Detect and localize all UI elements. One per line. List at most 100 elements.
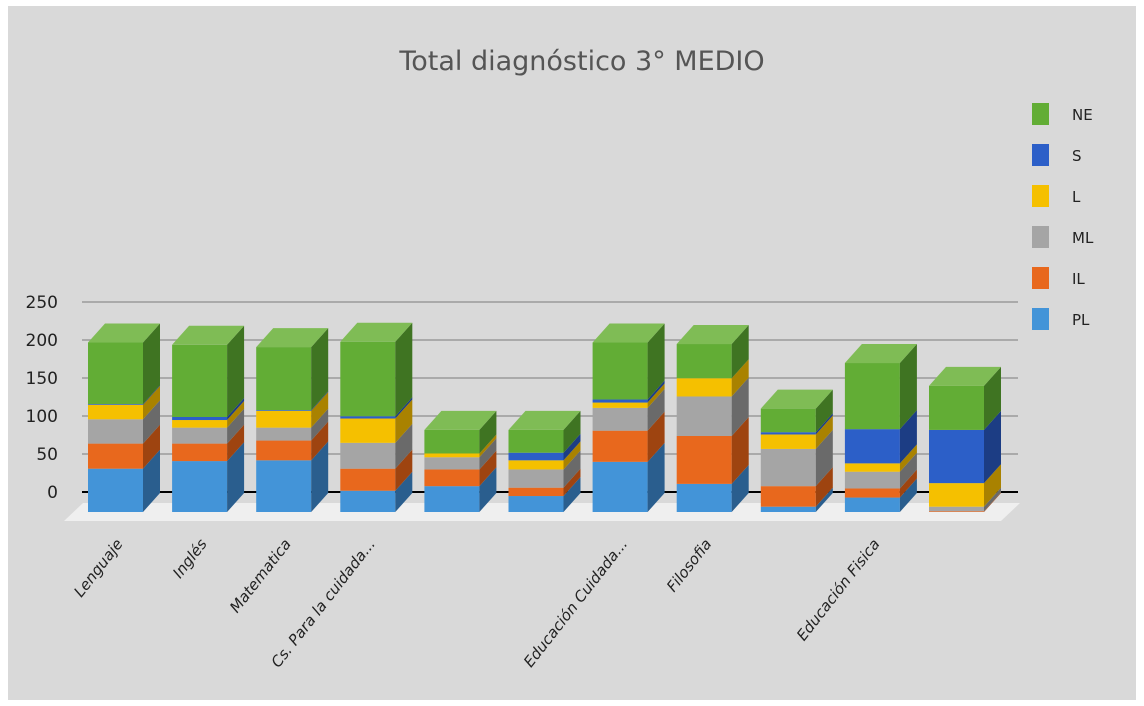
bar-segment[interactable] xyxy=(929,483,984,507)
bar-segment[interactable] xyxy=(592,342,648,400)
bar-top-face xyxy=(844,344,917,364)
bar-segment[interactable] xyxy=(760,408,816,433)
bar-segment[interactable] xyxy=(424,453,480,458)
bar-segment-side xyxy=(143,400,160,444)
bar-top-face xyxy=(592,323,665,343)
bar-segment[interactable] xyxy=(676,436,732,484)
bar-segment[interactable] xyxy=(340,490,396,512)
bar-segment[interactable] xyxy=(256,460,312,512)
bar-segment[interactable] xyxy=(172,417,228,421)
bar-top-face xyxy=(256,328,329,348)
y-tick-label: 100 xyxy=(26,407,58,427)
bar-segment[interactable] xyxy=(760,434,816,449)
bar-segment[interactable] xyxy=(760,486,816,507)
bar-segment[interactable] xyxy=(256,410,312,428)
bar-segment[interactable] xyxy=(760,506,816,512)
bar-segment-side xyxy=(395,423,413,469)
bar-segment[interactable] xyxy=(929,385,984,430)
bar-segment-side xyxy=(899,469,917,498)
bar-segment[interactable] xyxy=(88,419,143,444)
bar-segment[interactable] xyxy=(256,440,312,461)
bar-segment[interactable] xyxy=(172,344,228,417)
bar-segment-side xyxy=(395,397,413,419)
bar-segment[interactable] xyxy=(592,402,648,408)
bar-segment[interactable] xyxy=(929,511,984,512)
bar-segment-side xyxy=(899,452,917,489)
bar-segment[interactable] xyxy=(256,427,312,441)
bar-segment-side xyxy=(899,344,917,430)
bar-segment[interactable] xyxy=(592,430,648,462)
bar-segment[interactable] xyxy=(929,429,984,484)
bar-segment[interactable] xyxy=(592,461,648,512)
bar-segment-side xyxy=(311,391,329,411)
bar-segment-side xyxy=(984,366,1001,430)
legend[interactable]: NE S L ML IL PL xyxy=(1032,103,1094,330)
bar-segment[interactable] xyxy=(844,429,900,464)
bar-segment[interactable] xyxy=(340,468,396,491)
bar-segment-side xyxy=(479,450,497,487)
y-tick-label: 200 xyxy=(26,331,58,351)
bar-top-face xyxy=(424,410,497,430)
bar-segment-side xyxy=(647,388,665,431)
bar-segment[interactable] xyxy=(424,469,480,487)
bar-segment-side xyxy=(143,323,160,405)
bar-segment[interactable] xyxy=(88,468,143,512)
bar-segment[interactable] xyxy=(844,471,900,489)
bar-segment[interactable] xyxy=(256,410,312,411)
bar-segment-side xyxy=(899,478,917,512)
bar-segment[interactable] xyxy=(844,363,900,430)
bar-segment[interactable] xyxy=(172,427,228,444)
bar-top-face xyxy=(508,410,581,430)
bar-segment[interactable] xyxy=(676,344,732,379)
bar-segment[interactable] xyxy=(340,418,396,443)
bar-segment-side xyxy=(395,322,413,417)
bar-segment-side xyxy=(479,410,497,454)
bar-segment-side xyxy=(815,487,833,512)
bar-segment[interactable] xyxy=(424,429,480,454)
bar-segment[interactable] xyxy=(508,452,564,461)
bar-segment[interactable] xyxy=(844,497,900,512)
bar-segment[interactable] xyxy=(172,461,228,512)
bar-segment[interactable] xyxy=(676,378,732,397)
bar-top-face xyxy=(760,389,833,409)
bar-segment[interactable] xyxy=(256,347,312,411)
bar-segment-side xyxy=(731,417,749,484)
bar-segment-side xyxy=(311,421,329,461)
bar-segment-side xyxy=(563,450,581,488)
bar-segment-side xyxy=(479,438,497,470)
bar-segment[interactable] xyxy=(340,416,396,419)
bar-segment-side xyxy=(647,442,665,512)
bar-segment[interactable] xyxy=(508,429,564,453)
bar-segment-side xyxy=(563,468,581,497)
bar-segment[interactable] xyxy=(760,432,816,435)
bar-segment[interactable] xyxy=(508,496,564,512)
bar-segment[interactable] xyxy=(172,443,228,462)
bar-segment[interactable] xyxy=(844,488,900,498)
bar-segment[interactable] xyxy=(88,404,143,405)
bar-segment[interactable] xyxy=(760,448,816,487)
bar-segment[interactable] xyxy=(88,443,143,469)
bar-segment[interactable] xyxy=(172,420,228,428)
bar-segment-side xyxy=(143,385,160,405)
bar-segment[interactable] xyxy=(340,341,396,417)
bar-segment[interactable] xyxy=(592,399,648,403)
bar-segment[interactable] xyxy=(676,483,732,512)
bar-top-face xyxy=(676,325,749,345)
bar-segment[interactable] xyxy=(508,487,564,497)
bar-segment[interactable] xyxy=(508,460,564,470)
bar-segment[interactable] xyxy=(340,442,396,469)
bar-segment[interactable] xyxy=(929,506,984,512)
bar-segment[interactable] xyxy=(88,404,143,420)
bar-segment[interactable] xyxy=(424,486,480,512)
bar-segment[interactable] xyxy=(88,342,143,405)
bar-segment-side xyxy=(395,399,413,443)
bar-segment[interactable] xyxy=(844,463,900,472)
bar-segment[interactable] xyxy=(508,469,564,488)
y-tick-label: 250 xyxy=(26,293,58,313)
legend-label: L xyxy=(1072,188,1081,206)
bar-segment-side xyxy=(647,383,665,408)
bar-segment[interactable] xyxy=(424,457,480,470)
bar-segment[interactable] xyxy=(592,407,648,431)
bar-segment[interactable] xyxy=(676,396,732,436)
